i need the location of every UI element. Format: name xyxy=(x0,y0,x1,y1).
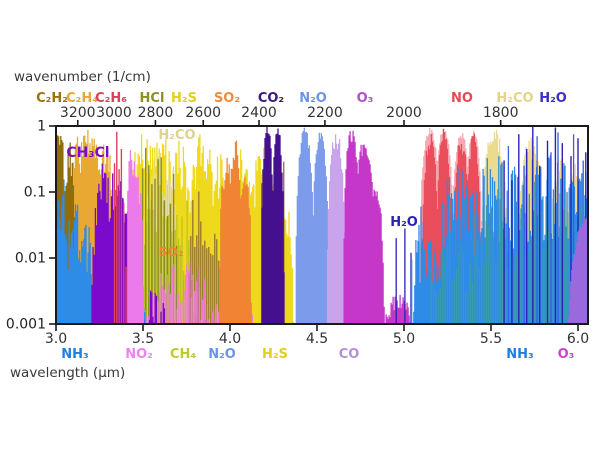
bottom-axis-tick-label-3.5: 3.5 xyxy=(132,331,154,347)
top-gas-label-h2co: H₂CO xyxy=(496,91,533,106)
bottom-gas-label-ch4-2: CH₄ xyxy=(170,347,196,362)
band-n2o xyxy=(295,127,329,323)
bottom-gas-label-h2s-4: H₂S xyxy=(262,347,288,362)
top-gas-label-n2o: N₂O xyxy=(299,91,327,106)
plot-annotation-so2: SO₂ xyxy=(158,244,183,259)
bottom-gas-label-nh3-0: NH₃ xyxy=(61,347,88,362)
bottom-axis-tick-label-3.0: 3.0 xyxy=(45,331,67,347)
band-h2o-lines-navy xyxy=(503,127,587,323)
top-gas-label-o3: O₃ xyxy=(357,91,374,106)
y-axis-tick-label-0.1: 0.1 xyxy=(24,185,46,201)
top-axis-tick-label-3000: 3000 xyxy=(96,105,132,121)
bottom-gas-label-no2-1: NO₂ xyxy=(125,347,153,362)
bottom-axis-tick-label-4.0: 4.0 xyxy=(219,331,241,347)
top-axis-tick-label-2200: 2200 xyxy=(307,105,343,121)
top-gas-label-hcl: HCl xyxy=(140,91,165,106)
axes-group: 3200 3000 2800 2600 2400 2200 2000 1800 3.0 3.5 4.… xyxy=(6,105,589,347)
top-gas-label-h2s: H₂S xyxy=(171,91,197,106)
top-gas-label-no: NO xyxy=(451,91,473,106)
bottom-axis-tick-label-4.5: 4.5 xyxy=(306,331,328,347)
top-axis-tick-label-3200: 3200 xyxy=(60,105,96,121)
top-gas-label-co2: CO₂ xyxy=(258,91,284,106)
plot-border xyxy=(55,125,589,325)
y-axis-tick-label-1: 1 xyxy=(37,119,46,135)
band-co xyxy=(326,134,346,323)
top-axis-tick-label-1800: 1800 xyxy=(483,105,519,121)
top-axis-title: wavenumber (1/cm) xyxy=(14,69,151,85)
bottom-axis-tick-label-5.0: 5.0 xyxy=(393,331,415,347)
bottom-gas-label-co-5: CO xyxy=(339,347,360,362)
bottom-gas-label-nh3-6: NH₃ xyxy=(506,347,533,362)
top-gas-label-c2h6: C₂H₆ xyxy=(95,91,127,106)
plot-annotation-ch3cl: CH₃Cl xyxy=(66,145,109,161)
bottom-axis-title: wavelength (μm) xyxy=(10,365,125,381)
top-axis-tick-label-2400: 2400 xyxy=(241,105,277,121)
band-no2 xyxy=(127,150,145,323)
top-gas-label-c2h4: C₂H₄ xyxy=(66,91,98,106)
bottom-gas-label-o3-7: O₃ xyxy=(558,347,575,362)
bottom-axis-tick-label-6.0: 6.0 xyxy=(567,331,589,347)
bottom-gas-label-n2o-3: N₂O xyxy=(208,347,236,362)
top-gas-label-so2: SO₂ xyxy=(214,91,240,106)
band-brown-weak-lines xyxy=(186,191,224,323)
y-axis-tick-label-0.01: 0.01 xyxy=(15,251,46,267)
bottom-axis-tick-label-5.5: 5.5 xyxy=(480,331,502,347)
spectra-bands-group xyxy=(57,127,587,323)
band-co2 xyxy=(261,127,285,323)
plot-annotation-h2o: H₂O xyxy=(390,215,418,230)
top-axis-tick-label-2600: 2600 xyxy=(185,105,221,121)
top-axis-tick-label-2000: 2000 xyxy=(386,105,422,121)
top-gas-label-h2o: H₂O xyxy=(539,91,567,106)
top-axis-tick-label-2800: 2800 xyxy=(138,105,174,121)
plot-annotation-h2co: H₂CO xyxy=(158,128,195,143)
top-gas-label-c2h2: C₂H₂ xyxy=(36,91,68,106)
band-c2h6 xyxy=(113,131,127,323)
band-o3-right xyxy=(568,215,587,323)
band-h2o-lines-royal xyxy=(507,132,584,323)
y-axis-tick-label-0.001: 0.001 xyxy=(6,317,46,333)
band-so2 xyxy=(219,140,252,323)
